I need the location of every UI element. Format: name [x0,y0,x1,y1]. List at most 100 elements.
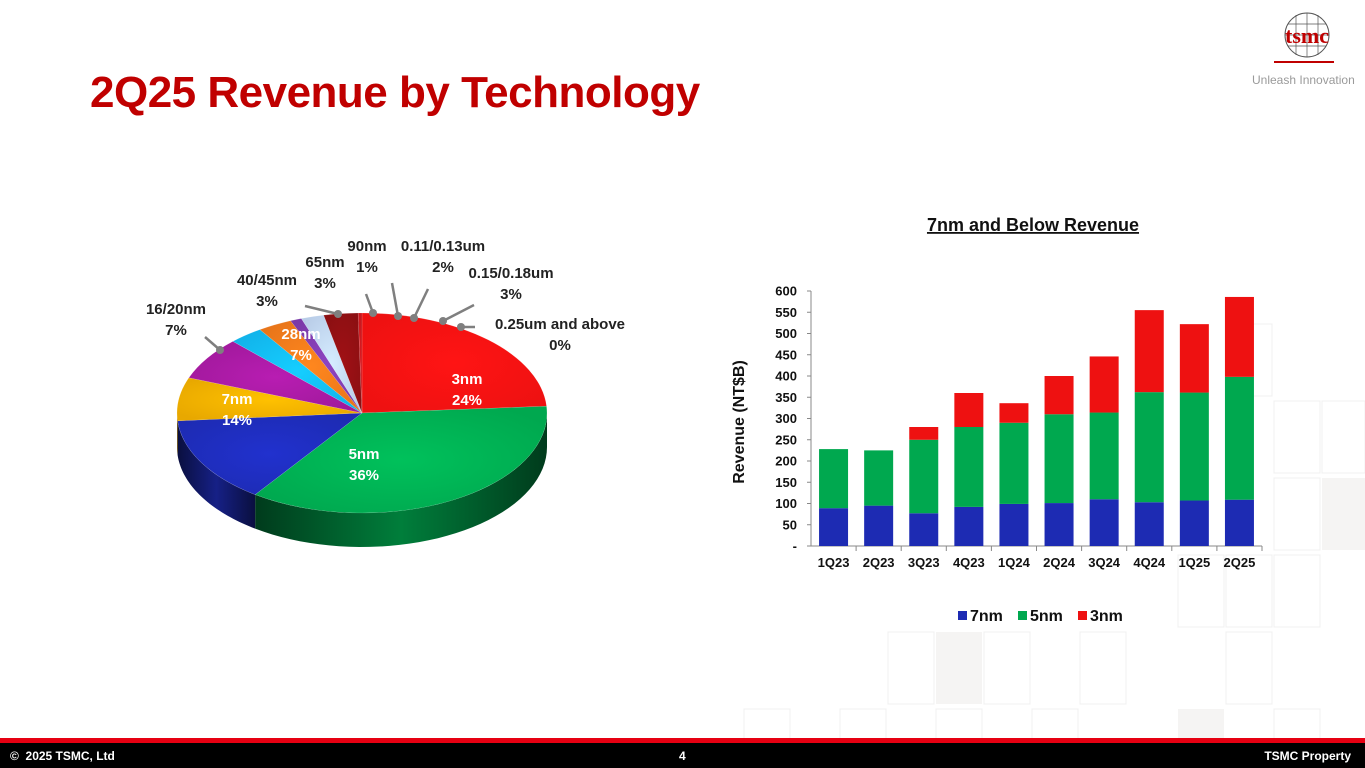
y-tick-label: 500 [775,326,797,341]
bars [819,296,1254,547]
pie-label-name: 7nm [222,391,253,408]
x-tick-label: 1Q24 [998,555,1031,570]
bar-5nm-4Q24 [1134,392,1164,503]
bar-3nm-3Q24 [1089,356,1119,413]
y-tick-label: 400 [775,369,797,384]
pie-labels: 3nm 24% 5nm 36% 7nm 14% 16/20nm 7% 28nm 7% 40/45nm… [146,238,625,484]
pie-leader-dot [334,310,342,318]
tsmc-logo: tsmc [1274,12,1334,63]
bar-3nm-2Q25 [1224,296,1254,377]
page-number: 4 [679,749,686,763]
bar-5nm-2Q25 [1224,376,1254,500]
pie-top [176,312,548,514]
pie-label-value: 1% [356,259,378,276]
pie-label-name: 90nm [347,238,386,255]
pie-side-walls [177,413,547,547]
bar-5nm-4Q23 [954,427,984,507]
pie-label-value: 7% [165,322,187,339]
pie-leader-line [304,304,339,316]
bar-7nm-4Q23 [954,506,984,546]
bar-7nm-4Q24 [1134,502,1164,546]
pie-label-name: 65nm [305,254,344,271]
bar-5nm-1Q24 [999,422,1029,504]
x-tick-label: 2Q24 [1043,555,1076,570]
bar-7nm-3Q23 [909,513,939,546]
pie-side-16/20nm [177,413,178,455]
pie-label-name: 40/45nm [237,272,297,289]
pie-label-value: 3% [500,286,522,303]
bar-5nm-1Q25 [1179,392,1209,501]
pie-label-name: 5nm [349,446,380,463]
pie-slice-7nm [177,412,363,495]
tagline: Unleash Innovation [1252,73,1355,87]
x-tick-label: 4Q24 [1133,555,1166,570]
bar-5nm-3Q24 [1089,412,1119,500]
bar-3nm-4Q23 [954,393,984,427]
y-tick-label: 350 [775,390,797,405]
pie-slice-5nm [254,405,548,514]
x-tick-label: 1Q23 [818,555,850,570]
y-ticks: - 50 100 150 200 250 300 350 400 450 500 550 600 [775,284,811,554]
pie-leader-line [412,288,430,319]
bar-5nm-2Q24 [1044,414,1074,504]
pie-side-7nm [177,420,256,529]
legend-label: 7nm [970,608,1003,625]
y-axis-label: Revenue (NT$B) [731,360,748,484]
pie-label-value: 3% [314,275,336,292]
bar-7nm-2Q25 [1224,499,1254,546]
bar-7nm-2Q23 [864,505,894,547]
footer: © 2025 TSMC, Ltd 4 TSMC Property [0,743,1365,768]
y-tick-label: - [793,539,797,554]
x-tick-label: 3Q24 [1088,555,1121,570]
bar-5nm-3Q23 [909,439,939,514]
pie-label-value: 36% [349,467,379,484]
pie-leader-dot [439,317,447,325]
bar-3nm-1Q24 [999,403,1029,423]
bar-7nm-1Q25 [1179,500,1209,546]
y-tick-label: 550 [775,305,797,320]
svg-text:tsmc: tsmc [1285,23,1329,48]
bar-5nm-1Q23 [819,449,849,509]
pie-leader-dot [394,312,402,320]
y-tick-label: 450 [775,347,797,362]
property-label: TSMC Property [1264,749,1351,763]
legend-swatch-7nm [958,611,967,620]
y-tick-label: 250 [775,432,797,447]
bar-5nm-2Q23 [864,450,894,506]
pie-label-value: 3% [256,293,278,310]
pie-label-value: 14% [222,412,252,429]
pie-label-value: 0% [549,337,571,354]
bar-3nm-4Q24 [1134,310,1164,393]
pie-label-value: 2% [432,259,454,276]
pie-label-name: 0.15/0.18um [468,265,553,282]
legend-label: 5nm [1030,608,1063,625]
bar-3nm-1Q25 [1179,324,1209,393]
pie-label-name: 16/20nm [146,301,206,318]
bar-7nm-1Q23 [819,508,849,546]
pie-slice-0.25um and above [357,312,363,414]
copyright-symbol: © [10,749,19,763]
y-tick-label: 600 [775,284,797,299]
pie-slice-65nm [259,320,363,414]
pie-slice-16/20nm [176,377,363,422]
y-tick-label: 100 [775,496,797,511]
technology-pie-chart: 3nm 24% 5nm 36% 7nm 14% 16/20nm 7% 28nm 7% 40/45nm… [146,238,625,547]
pie-label-value: 7% [290,347,312,364]
pie-leader-dot [216,346,224,354]
bar-3nm-2Q24 [1044,376,1074,415]
bar-7nm-3Q24 [1089,499,1119,546]
x-tick-label: 2Q23 [863,555,895,570]
pie-leader-dot [369,309,377,317]
x-tick-label: 2Q25 [1224,555,1256,570]
pie-label-name: 28nm [281,326,320,343]
y-tick-label: 50 [783,517,797,532]
copyright: © 2025 TSMC, Ltd [10,749,115,763]
pie-slice-28nm [188,341,363,414]
page-title: 2Q25 Revenue by Technology [90,68,700,117]
pie-label-name: 3nm [452,371,483,388]
legend-swatch-5nm [1018,611,1027,620]
bar-legend: 7nm 5nm 3nm [958,608,1123,625]
footer-accent-bar [0,738,1365,743]
pie-side-5nm [255,413,547,547]
y-tick-label: 200 [775,454,797,469]
